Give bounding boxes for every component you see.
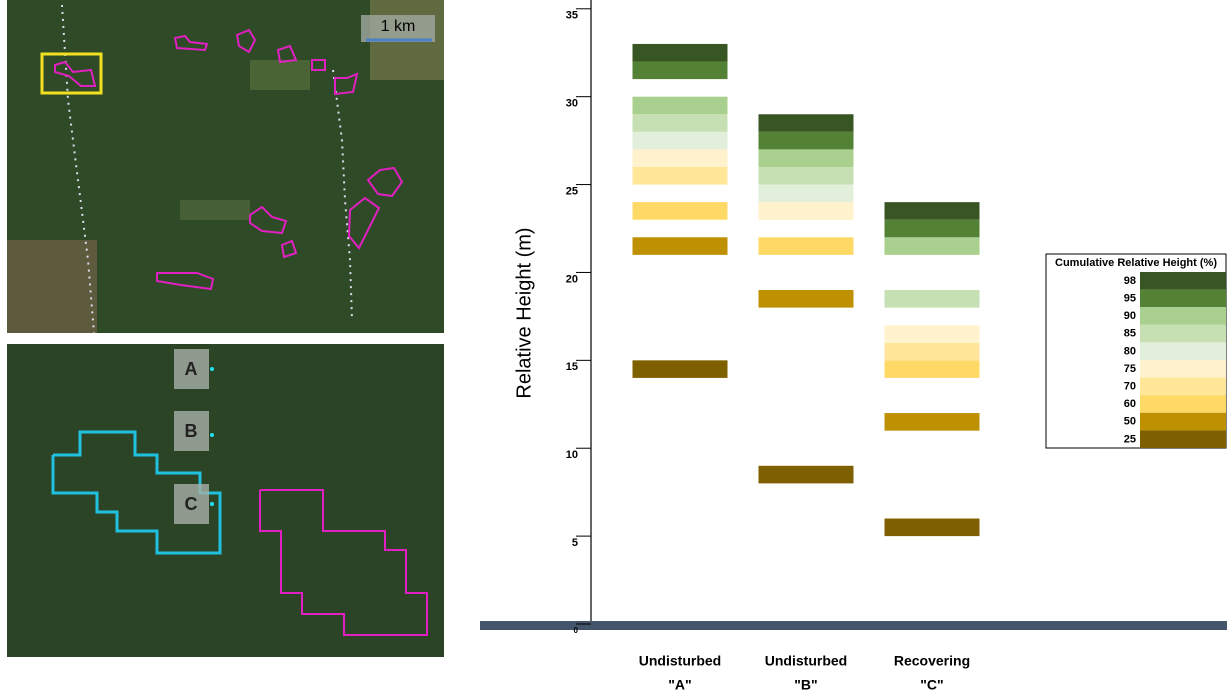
- height-band: [633, 44, 728, 62]
- height-band: [633, 62, 728, 80]
- height-band: [885, 202, 980, 220]
- height-band: [633, 202, 728, 220]
- legend-swatch: [1140, 307, 1226, 325]
- figure: 1 km A B C Relative Height (m) Cumulativ…: [0, 0, 1227, 691]
- y-tick-label: 30: [566, 98, 578, 110]
- scale-label: 1 km: [381, 18, 416, 35]
- x-tick-label: Undisturbed: [765, 653, 847, 669]
- height-band: [759, 132, 854, 150]
- legend-title: Cumulative Relative Height (%): [1055, 257, 1217, 269]
- baseline: [480, 621, 1227, 630]
- x-tick-label: "B": [794, 677, 817, 691]
- legend-swatch: [1140, 342, 1226, 360]
- x-tick-label: Recovering: [894, 653, 970, 669]
- height-band: [633, 114, 728, 132]
- point-label: B: [185, 421, 198, 441]
- y-axis-label: Relative Height (m): [513, 227, 535, 398]
- legend-swatch: [1140, 272, 1226, 290]
- height-band: [759, 185, 854, 203]
- legend-swatch: [1140, 413, 1226, 431]
- legend-label: 60: [1124, 398, 1136, 410]
- x-tick-label: "C": [920, 677, 943, 691]
- legend-label: 85: [1124, 328, 1136, 340]
- satellite-detail: A B C: [7, 344, 444, 657]
- legend-label: 70: [1124, 381, 1136, 393]
- y-tick-label: 15: [566, 361, 578, 373]
- y-tick-label: 20: [566, 273, 578, 285]
- height-band: [633, 167, 728, 185]
- height-band: [633, 237, 728, 255]
- height-band: [759, 149, 854, 167]
- y-tick-label: 5: [572, 537, 578, 549]
- legend-swatch: [1140, 430, 1226, 448]
- x-tick-label: Undisturbed: [639, 653, 721, 669]
- point-label: A: [185, 359, 198, 379]
- y-tick-label: 25: [566, 185, 578, 197]
- height-band: [885, 343, 980, 361]
- height-band: [885, 360, 980, 378]
- height-band: [759, 202, 854, 220]
- height-band: [633, 149, 728, 167]
- legend-label: 98: [1124, 275, 1136, 287]
- height-band: [759, 114, 854, 132]
- height-band: [759, 167, 854, 185]
- legend-label: 50: [1124, 416, 1136, 428]
- legend-label: 25: [1124, 433, 1136, 445]
- legend-label: 95: [1124, 293, 1136, 305]
- satellite-overview: 1 km: [7, 0, 444, 333]
- legend-swatch: [1140, 360, 1226, 378]
- height-band: [759, 290, 854, 308]
- height-band: [885, 220, 980, 238]
- y-tick-label: 0: [574, 626, 579, 635]
- height-band: [759, 466, 854, 484]
- height-band: [633, 360, 728, 378]
- height-band: [885, 290, 980, 308]
- legend-swatch: [1140, 395, 1226, 413]
- legend-swatch: [1140, 325, 1226, 343]
- height-band: [885, 237, 980, 255]
- y-tick-label: 35: [566, 10, 578, 22]
- height-band: [633, 132, 728, 150]
- height-band: [633, 97, 728, 115]
- legend-swatch: [1140, 378, 1226, 396]
- height-band: [885, 325, 980, 343]
- point-label: C: [185, 494, 198, 514]
- height-band: [885, 413, 980, 431]
- legend-label: 75: [1124, 363, 1136, 375]
- legend-swatch: [1140, 290, 1226, 308]
- legend-label: 80: [1124, 345, 1136, 357]
- legend-label: 90: [1124, 310, 1136, 322]
- y-tick-label: 10: [566, 449, 578, 461]
- height-band: [885, 519, 980, 537]
- height-band: [759, 237, 854, 255]
- x-tick-label: "A": [668, 677, 691, 691]
